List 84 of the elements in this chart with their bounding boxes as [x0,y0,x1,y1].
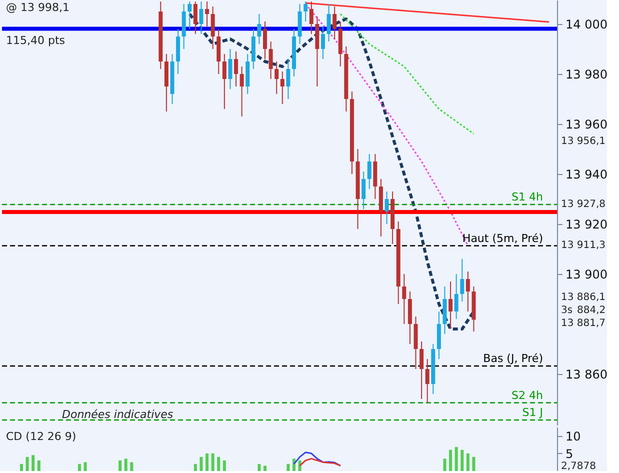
y-tick-label: 13 960 [566,118,608,132]
candlestick [274,61,279,94]
ref-line-label: S1 J [522,406,543,419]
candlestick [193,1,198,34]
candlestick [234,51,238,87]
bar [26,456,29,471]
candlestick [448,281,453,330]
bar [443,458,446,471]
bar [211,453,214,471]
text: 13 886,1 [561,292,606,303]
candlestick [332,6,337,40]
bar [37,460,40,471]
text: 13 956,1 [561,136,606,147]
bar [466,453,470,471]
bar [200,456,203,471]
bar [258,464,261,471]
bar [286,464,290,471]
candlestick [304,1,308,22]
bar [206,453,209,471]
bar [118,460,122,471]
line-series [299,458,342,466]
candlestick [257,14,262,44]
candlestick [286,58,290,100]
text: 13 881,7 [561,318,606,329]
bar [20,464,23,471]
bar [217,456,220,471]
bar [124,458,128,471]
bar [460,450,464,471]
y-tick-label: 13 860 [566,368,608,382]
line-series [293,452,342,466]
candlestick [199,1,204,34]
candlestick [367,154,372,190]
bar [32,455,35,471]
candlestick [240,66,244,117]
bar [292,458,296,471]
candlestick [280,71,284,104]
y-tick-label: 5 [566,446,574,461]
bar [472,456,476,471]
ref-line-label: Haut (5m, Pré) [462,232,543,245]
annotation: @ 13 998,1 [6,1,70,14]
bar [454,447,458,471]
candlestick [454,274,458,320]
annotation: 115,40 pts [6,34,66,47]
bar [84,462,87,471]
y-tick-label: 13 900 [566,268,608,282]
annotation: CD (12 26 9) [6,430,76,443]
candlestick [384,191,389,224]
y-tick-label: 13 940 [566,168,608,182]
y-tick-label: 13 980 [566,68,608,82]
ref-line-label: Bas (J, Pré) [483,352,543,365]
bar [264,466,267,471]
y-tick-label: 10 [566,429,581,444]
candlestick [309,1,314,34]
candlestick [460,258,464,302]
text: 13 911,3 [561,240,606,251]
candlestick [402,274,406,324]
bar [78,464,81,471]
text: 3s [561,305,573,316]
candlestick [188,1,192,30]
bar [130,462,134,471]
candlestick [362,171,366,210]
text: 884,2 [577,305,606,316]
candlestick [210,6,215,50]
candlestick [205,1,210,27]
text: 2,7878 [561,461,596,472]
candlestick [228,48,232,90]
candlestick [268,41,273,80]
y-tick-label: 14 000 [566,18,608,32]
candlestick [466,271,470,312]
candlestick [420,341,424,400]
ref-line-label: S1 4h [512,190,544,204]
bar [194,464,197,471]
candlestick [425,358,430,404]
ref-line-label: S2 4h [512,388,544,402]
bar [449,450,452,471]
annotation: Données indicatives [62,408,174,421]
candlestick [320,26,325,60]
bar [222,460,226,471]
candlestick [263,21,268,60]
candlestick [326,4,331,42]
text: 13 927,8 [561,199,606,210]
y-tick-label: 13 920 [566,218,608,232]
candlestick [222,54,226,110]
line-series [340,13,474,134]
